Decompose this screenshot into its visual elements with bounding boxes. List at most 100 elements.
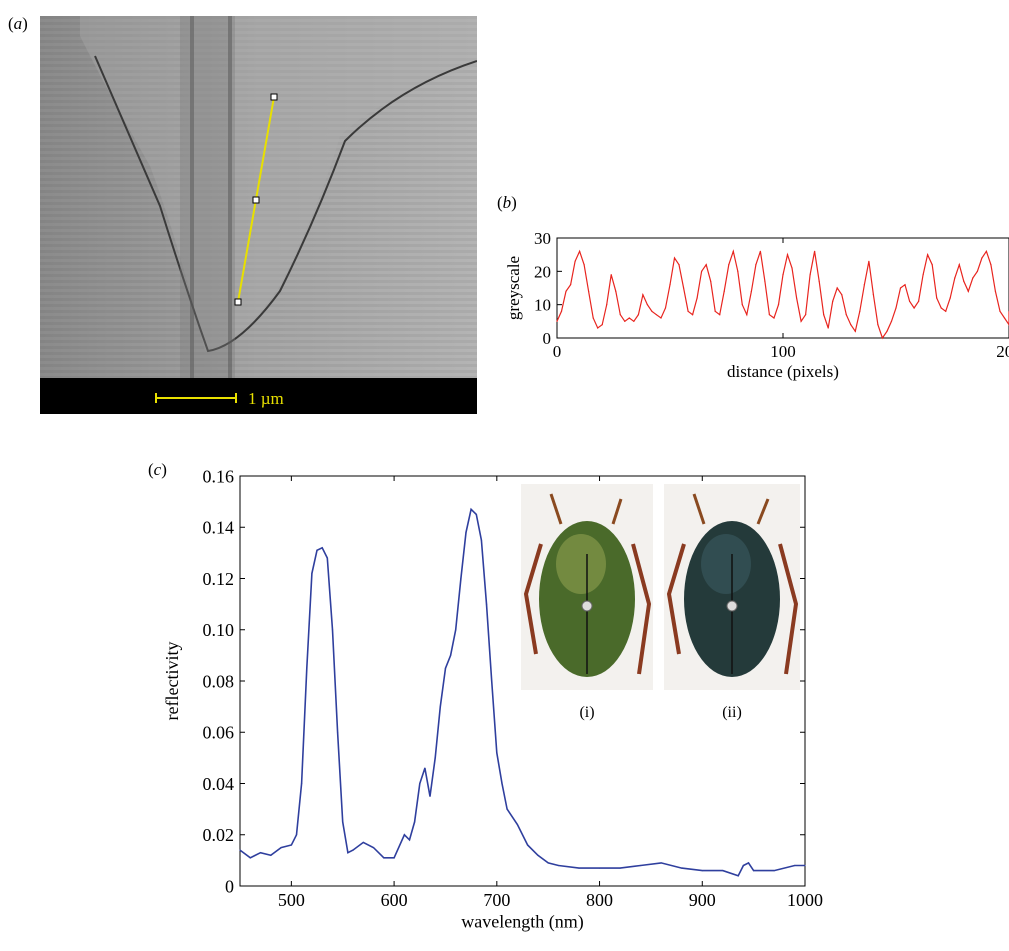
data-point [949,297,951,299]
data-point [610,274,612,276]
data-point [841,294,843,296]
data-point [321,547,323,549]
y-tick-label: 0.14 [203,518,235,538]
band-edge-left [190,16,194,378]
data-point [347,852,349,854]
data-point [637,314,639,316]
data-point [352,849,354,851]
data-point [660,317,662,319]
y-tick-label: 0.10 [203,620,235,640]
panel-a-letter: a [13,14,23,33]
data-point [877,324,879,326]
data-point [732,250,734,252]
upper-region [80,16,477,351]
data-point [408,839,411,841]
data-point [768,314,771,316]
data-point [239,849,241,851]
data-point [642,294,644,296]
data-point [945,310,947,312]
data-point [881,337,884,339]
beetle-ii-illustration [664,484,800,690]
y-tick-label: 0.04 [203,774,235,794]
data-point [619,867,621,869]
data-point [967,290,969,292]
data-point [940,307,942,309]
data-point [660,862,662,864]
data-point [886,330,888,332]
data-point [791,267,793,269]
x-tick-label: 500 [278,890,305,910]
data-point [372,846,375,849]
data-point [506,808,508,810]
data-point [723,290,725,292]
data-point [655,314,658,316]
data-point [890,320,893,322]
beetle-photo-ii [664,484,800,690]
x-axis-label: wavelength (nm) [461,911,583,932]
data-point [470,508,472,510]
data-point [651,310,653,312]
data-point [301,782,303,785]
data-point [814,250,816,252]
data-point [624,320,626,322]
data-point [537,854,539,856]
panel-c-label: (c) [148,460,167,479]
data-point [588,290,590,292]
data-point [491,680,493,682]
series-line [556,249,1009,340]
data-point [295,834,298,836]
data-point [737,875,739,877]
plot-frame [556,237,1009,339]
measurement-handle-top[interactable] [270,93,278,101]
data-point [773,870,775,872]
data-point [913,307,915,309]
panel-b-letter: b [502,193,512,212]
data-point [331,629,334,631]
data-point [918,300,920,302]
antenna [692,493,770,525]
x-tick-label: 900 [689,890,716,910]
data-point [750,290,752,292]
data-point [804,864,806,867]
data-point [414,821,416,823]
data-point [640,864,642,867]
data-point [705,264,707,266]
data-point [872,294,875,296]
measurement-handle-mid[interactable] [252,196,260,204]
data-point [904,284,906,286]
data-point [794,864,796,867]
y-axis-label: reflectivity [162,642,182,721]
data-point [692,314,694,316]
data-point [449,654,452,656]
info-bar [40,378,477,414]
data-point [306,667,308,669]
data-point [863,284,865,286]
data-point [270,854,272,856]
inset-i-caption: (i) [579,704,595,721]
panel-c-letter: c [153,460,162,479]
data-point [628,317,630,319]
y-tick-label: 0.06 [203,723,235,743]
y-tick-label: 0.02 [203,825,235,845]
data-point [922,274,924,276]
data-point [362,841,364,844]
x-tick-label: 1000 [787,890,823,910]
data-point [583,264,585,266]
measurement-handle-bottom[interactable] [234,298,242,306]
data-point [444,667,447,669]
data-point [597,327,599,329]
data-point [753,870,755,872]
band-edge-right [228,16,232,378]
data-point [578,867,580,869]
vertical-band [180,16,235,378]
y-tick-label: 20 [534,262,551,281]
data-point [981,257,983,259]
x-tick-label: 100 [770,342,796,361]
beetle-sheen [556,534,606,594]
data-point [994,290,997,292]
y-tick-label: 10 [534,296,551,315]
data-point [800,320,802,322]
y-tick-label: 0.08 [203,671,235,691]
data-point [747,862,750,864]
data-point [619,314,621,316]
